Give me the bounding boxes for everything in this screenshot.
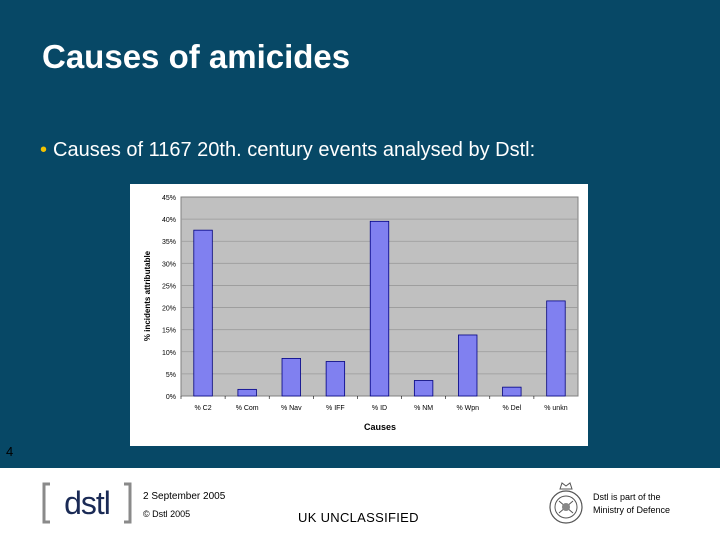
- y-tick-label: 35%: [162, 239, 176, 246]
- mod-text-line2: Ministry of Defence: [593, 505, 671, 515]
- svg-text:dstl: dstl: [64, 485, 110, 521]
- x-tick-label: % Del: [502, 405, 521, 412]
- bar: [193, 229, 213, 397]
- slide-title: Causes of amicides: [42, 38, 351, 75]
- footer-copyright: © Dstl 2005: [143, 509, 191, 519]
- footer-bar: [0, 468, 720, 540]
- bar: [502, 386, 522, 397]
- bar-chart: 0%5%10%15%20%25%30%35%40%45% % C2% Com% …: [143, 195, 579, 432]
- x-tick-labels: % C2 % Com % Nav % IFF % ID % NM % Wpn % Del % u…: [180, 396, 568, 412]
- x-tick-label: % Com: [236, 405, 259, 412]
- y-axis-title: % incidents attributable: [143, 250, 152, 341]
- y-tick-label: 20%: [162, 306, 176, 313]
- y-tick-label: 0%: [166, 394, 176, 401]
- dstl-logo: dstl: [42, 482, 132, 524]
- page-number: 4: [6, 444, 14, 459]
- x-tick-label: % unkn: [544, 405, 567, 412]
- bars: [193, 220, 566, 397]
- bar: [237, 388, 257, 397]
- bullet-text: Causes of 1167 20th. century events anal…: [53, 139, 536, 161]
- bar: [325, 361, 346, 397]
- x-tick-label: % C2: [194, 405, 211, 412]
- bar: [369, 220, 390, 397]
- x-tick-label: % NM: [414, 405, 433, 412]
- bullet-dot: •: [40, 139, 48, 161]
- bar: [458, 334, 478, 397]
- mod-text-line1: Dstl is part of the: [593, 492, 661, 502]
- y-tick-label: 5%: [166, 372, 176, 379]
- mod-crest-icon: [549, 482, 583, 524]
- bullet-point: • Causes of 1167 20th. century events ana…: [40, 139, 535, 162]
- y-tick-label: 45%: [162, 195, 176, 202]
- y-tick-label: 10%: [162, 350, 176, 357]
- y-tick-label: 15%: [162, 328, 176, 335]
- x-tick-label: % Nav: [281, 405, 302, 412]
- footer-date: 2 September 2005: [143, 491, 226, 502]
- y-tick-label: 40%: [162, 217, 176, 224]
- classification-label: UK UNCLASSIFIED: [298, 510, 419, 525]
- y-tick-labels: 0% 5% 10% 15% 20% 25% 30% 35% 40% 45%: [162, 195, 176, 401]
- x-tick-label: % ID: [372, 405, 387, 412]
- x-tick-label: % IFF: [326, 405, 345, 412]
- bar: [281, 358, 301, 397]
- x-axis-title: Causes: [364, 422, 396, 432]
- chart-container: 0% 5% 10% 15% 20% 25% 30% 35% 40% 45% % C2% Com% …: [130, 184, 588, 446]
- y-tick-label: 30%: [162, 261, 176, 268]
- y-tick-label: 25%: [162, 283, 176, 290]
- bar: [413, 380, 434, 397]
- x-tick-label: % Wpn: [456, 405, 479, 412]
- bar: [546, 300, 566, 397]
